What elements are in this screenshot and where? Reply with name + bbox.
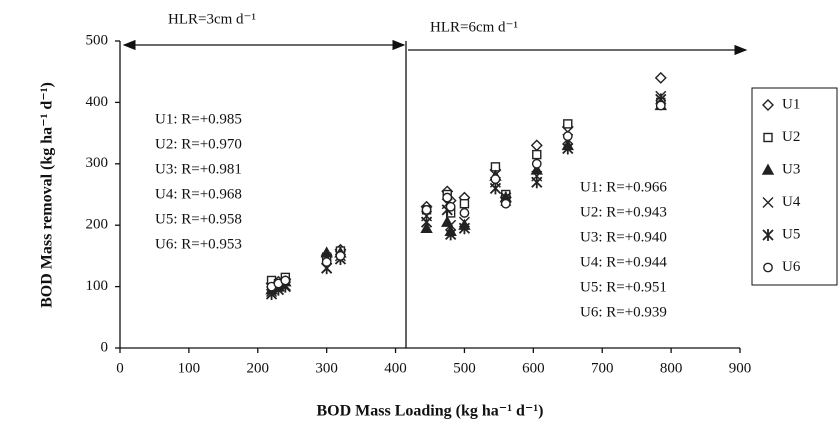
x-tick-label: 900 <box>729 360 752 376</box>
point <box>442 192 453 203</box>
annotation: U3: R=+0.940 <box>580 229 667 245</box>
legend-label: U4 <box>782 194 801 210</box>
legend-label: U6 <box>782 259 801 275</box>
annotation: U2: R=+0.943 <box>580 204 667 220</box>
x-tick-label: 400 <box>384 360 407 376</box>
y-tick-label: 100 <box>86 278 109 294</box>
y-tick-label: 200 <box>86 217 109 233</box>
legend-marker <box>761 163 775 175</box>
point <box>445 201 456 212</box>
annotation: HLR=6cm d⁻¹ <box>430 19 518 35</box>
point <box>459 208 470 218</box>
y-tick-label: 300 <box>86 155 109 171</box>
point <box>562 142 574 155</box>
point <box>320 246 333 258</box>
x-tick-label: 800 <box>660 360 683 376</box>
annotation: U4: R=+0.944 <box>580 254 667 270</box>
point <box>420 216 433 229</box>
annotation: U5: R=+0.958 <box>155 211 242 227</box>
annotation: U4: R=+0.968 <box>155 186 242 202</box>
annotation: U1: R=+0.985 <box>155 111 242 127</box>
point <box>530 139 543 152</box>
annotation: U6: R=+0.939 <box>580 304 667 320</box>
annotation: U2: R=+0.970 <box>155 136 242 152</box>
annotation: HLR=3cm d⁻¹ <box>168 11 256 27</box>
legend-marker <box>763 132 773 143</box>
point <box>531 176 543 189</box>
x-tick-label: 100 <box>178 360 201 376</box>
point <box>562 131 573 142</box>
point <box>654 71 667 84</box>
x-tick-label: 600 <box>522 360 545 376</box>
y-tick-label: 500 <box>86 32 109 48</box>
point <box>421 204 432 215</box>
legend-label: U1 <box>782 96 800 112</box>
point <box>655 100 666 111</box>
legend-label: U3 <box>782 161 800 177</box>
y-tick-label: 0 <box>101 339 109 355</box>
annotation: U5: R=+0.951 <box>580 279 667 295</box>
x-axis-label: BOD Mass Loading (kg ha⁻¹ d⁻¹) <box>317 403 544 420</box>
point <box>458 222 471 235</box>
legend-marker <box>763 262 773 273</box>
annotation: U6: R=+0.953 <box>155 236 242 252</box>
x-tick-label: 500 <box>453 360 476 376</box>
legend-marker <box>762 197 774 208</box>
point <box>280 275 291 286</box>
x-tick-label: 200 <box>247 360 270 376</box>
annotation: U1: R=+0.966 <box>580 179 667 195</box>
legend-label: U5 <box>782 226 800 242</box>
point <box>530 163 543 175</box>
annotation: U3: R=+0.981 <box>155 161 242 177</box>
point <box>445 228 457 241</box>
point <box>335 250 346 261</box>
legend-label: U2 <box>782 129 800 145</box>
x-tick-label: 0 <box>116 360 124 376</box>
legend-marker <box>762 99 774 111</box>
point <box>531 158 542 169</box>
y-axis-label: BOD Mass removal (kg ha⁻¹ d⁻¹) <box>39 82 56 308</box>
point <box>563 119 573 129</box>
y-tick-label: 400 <box>86 94 109 110</box>
point <box>459 199 470 209</box>
point <box>489 182 502 195</box>
point <box>445 219 457 231</box>
x-tick-label: 700 <box>591 360 614 376</box>
point <box>490 174 501 185</box>
point <box>532 149 542 160</box>
point <box>321 257 332 267</box>
x-tick-label: 300 <box>315 360 338 376</box>
legend-box <box>751 87 838 286</box>
legend-marker <box>762 229 774 241</box>
point <box>500 198 511 209</box>
